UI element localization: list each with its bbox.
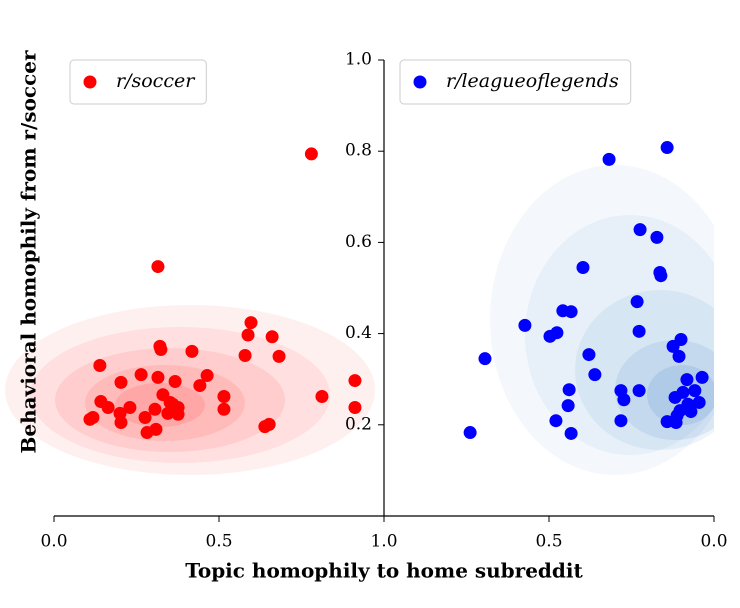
- point: [564, 426, 578, 440]
- point: [660, 141, 674, 155]
- point: [272, 349, 286, 363]
- x-axis-label: Topic homophily to home subreddit: [185, 559, 583, 583]
- point: [680, 373, 694, 387]
- point: [549, 414, 563, 428]
- point: [114, 416, 128, 430]
- point: [463, 426, 477, 440]
- legend-label: r/soccer: [116, 70, 196, 92]
- x-tick-label: 0.5: [205, 532, 232, 552]
- point: [101, 400, 115, 414]
- y-tick-label: 0.4: [345, 323, 372, 343]
- point: [672, 349, 686, 363]
- point: [630, 295, 644, 309]
- y-tick-label: 1.0: [345, 50, 372, 70]
- point: [582, 348, 596, 362]
- point: [200, 369, 214, 383]
- legend-box: [69, 59, 207, 105]
- point: [348, 400, 362, 414]
- point: [633, 223, 647, 237]
- y-tick-label: 0.6: [345, 232, 372, 252]
- point: [518, 318, 532, 332]
- point: [632, 384, 646, 398]
- point: [602, 152, 616, 166]
- point: [669, 416, 683, 430]
- point: [617, 393, 631, 407]
- point: [241, 328, 255, 342]
- point: [134, 368, 148, 382]
- point: [684, 405, 698, 419]
- point: [154, 343, 168, 357]
- x-tick-label: 0.0: [700, 532, 727, 552]
- point: [93, 359, 107, 373]
- point: [666, 339, 680, 353]
- point: [695, 370, 709, 384]
- point: [614, 414, 628, 428]
- point: [632, 324, 646, 338]
- point: [304, 147, 318, 161]
- y-axis-label: Behavioral homophily from r/soccer: [17, 50, 41, 454]
- point: [588, 368, 602, 382]
- point: [562, 383, 576, 397]
- point: [151, 370, 165, 384]
- point: [650, 230, 664, 244]
- point: [258, 420, 272, 434]
- point: [238, 348, 252, 362]
- point: [138, 411, 152, 425]
- point: [148, 402, 162, 416]
- point: [478, 352, 492, 366]
- point: [185, 344, 199, 358]
- x-tick-label: 1.0: [370, 532, 397, 552]
- point: [166, 397, 180, 411]
- y-tick-label: 0.2: [345, 414, 372, 434]
- point: [244, 316, 258, 330]
- point: [564, 305, 578, 319]
- point: [83, 412, 97, 426]
- x-tick-label: 0.5: [535, 532, 562, 552]
- point: [668, 390, 682, 404]
- legend-box: [399, 59, 632, 105]
- point: [561, 399, 575, 413]
- point: [217, 402, 231, 416]
- point: [140, 426, 154, 440]
- legend-marker: [413, 75, 427, 89]
- point: [217, 390, 231, 404]
- point: [315, 390, 329, 404]
- point: [543, 329, 557, 343]
- x-tick-label: 0.0: [40, 532, 67, 552]
- point: [168, 374, 182, 388]
- point: [193, 379, 207, 393]
- point: [114, 375, 128, 389]
- point: [654, 269, 668, 283]
- point: [348, 374, 362, 388]
- point: [265, 330, 279, 344]
- point: [692, 395, 706, 409]
- legend-label: r/leagueoflegends: [446, 70, 619, 92]
- kde-soccer: [5, 305, 375, 475]
- legend-marker: [83, 75, 97, 89]
- point: [123, 400, 137, 414]
- point: [688, 384, 702, 398]
- point: [171, 407, 185, 421]
- point: [576, 260, 590, 274]
- y-tick-label: 0.8: [345, 141, 372, 161]
- point: [151, 260, 165, 274]
